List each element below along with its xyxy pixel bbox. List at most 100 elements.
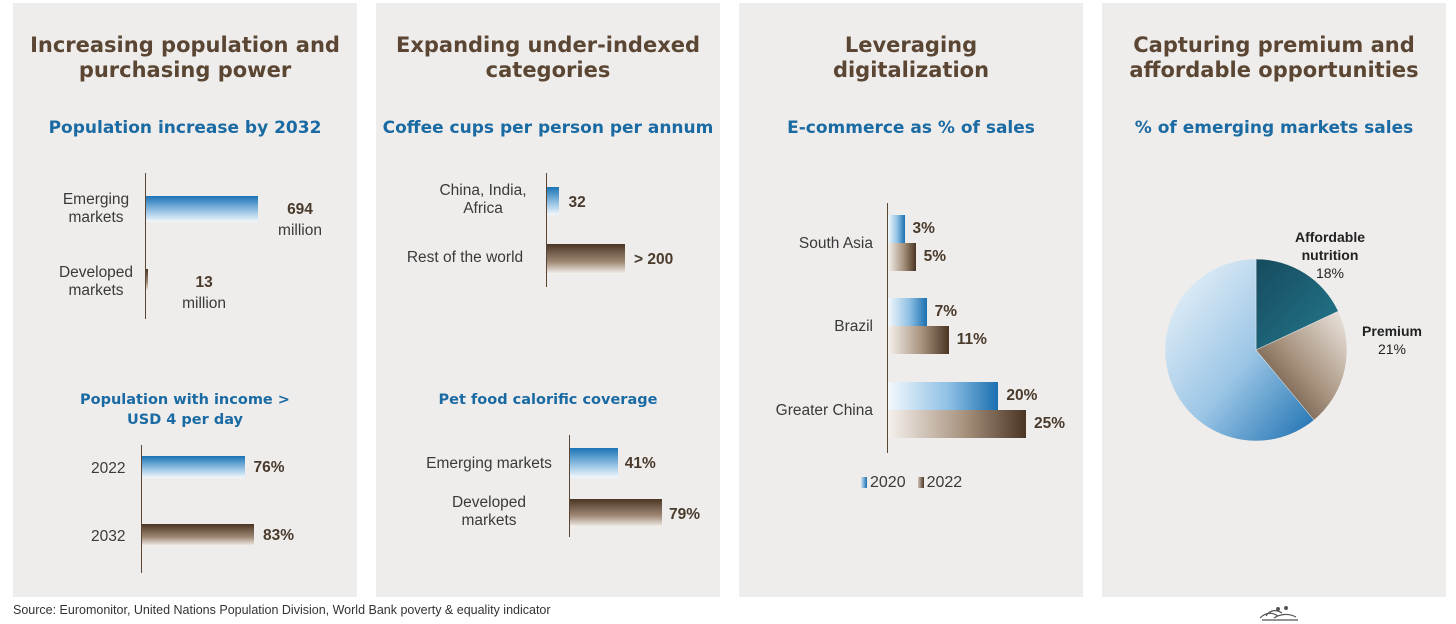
pie-slice [1255,310,1348,421]
bar [142,524,254,546]
bar [888,298,927,326]
chart-title: E-commerce as % of sales [787,118,1035,138]
panel-title: Capturing premium and affordable opportu… [1102,33,1446,83]
data-label: 32 [568,194,586,211]
panel-title-line: Expanding under-indexed [395,33,701,57]
legend-swatch [917,477,924,488]
bar [547,187,560,215]
category-label: China, India, Africa [428,182,538,218]
chart-title: Pet food calorific coverage [438,392,658,408]
data-label-unit: million [278,222,322,239]
bar [888,382,999,410]
panel-title-line: affordable opportunities [1129,58,1419,82]
slice-name: Premium [1362,323,1422,339]
data-label: 79% [669,506,701,523]
category-label: Greater China [775,402,873,419]
pie-slice [1255,258,1339,351]
bar [142,456,245,478]
legend: 2020 2022 [861,474,974,492]
y-axis [569,435,570,537]
panel-title: Expanding under-indexed categories [376,33,720,83]
legend-item: 2020 [861,474,906,491]
data-label-value: 13 [195,274,213,291]
slice-label: Affordable nutrition 18% [1270,228,1390,282]
slice-value: 21% [1377,341,1407,357]
y-axis [141,445,142,573]
data-label: 83% [263,527,295,544]
category-label-line: markets [68,282,124,299]
bar [570,499,662,527]
category-label: 2022 [91,460,126,477]
bar [570,448,618,478]
category-label-line: Emerging [62,191,130,208]
slice-name: Affordable [1295,229,1365,245]
slice-label: Premium 21% [1342,322,1442,358]
category-label: Rest of the world [390,249,540,267]
bar [888,243,916,271]
legend-item: 2022 [917,474,963,491]
bar [888,326,949,354]
data-label: 3% [912,220,935,237]
bar [547,244,625,274]
category-label: Brazil [834,318,873,335]
data-label: 694 million [265,201,335,240]
data-label: > 200 [634,251,674,268]
panel-title-line: categories [485,58,611,82]
y-axis [546,173,547,287]
bar [888,215,905,243]
category-label: 2032 [91,528,126,545]
category-label-line: markets [461,512,517,529]
category-label: South Asia [798,235,873,252]
data-label-unit: million [182,295,227,312]
data-label: 25% [1034,415,1066,432]
bar [888,410,1026,438]
data-label: 7% [934,303,958,320]
panel-categories: Expanding under-indexed categories Coffe… [376,3,720,597]
panel-title-line: purchasing power [78,58,292,82]
panel-title-line: digitalization [832,58,990,82]
data-label: 20% [1006,387,1038,404]
panel-title-line: Capturing premium and [1133,33,1415,57]
category-label-line: Developed [451,494,527,511]
panel-title-line: Increasing population and [30,33,340,57]
panel-title: Increasing population and purchasing pow… [13,33,357,83]
panel-digitalization: Leveraging digitalization E-commerce as … [739,3,1083,597]
category-label: Developed markets [416,494,562,530]
chart-title: Population with income > USD 4 per day [13,390,357,430]
slice-name: nutrition [1301,247,1359,263]
category-label-line: Emerging markets [426,455,552,472]
panel-title: Leveraging digitalization [739,33,1083,83]
pie-svg [1164,258,1348,442]
y-axis [887,203,888,453]
legend-label: 2020 [870,474,906,491]
y-axis [145,173,146,319]
data-label: 13 million [169,274,239,313]
category-label-line: Developed [58,264,134,281]
category-label-line: Africa [463,200,503,217]
category-label: Emerging markets [43,191,149,227]
category-label-line: China, India, [439,182,527,199]
chart-title-line: Population with income > [80,392,290,408]
data-label-value: 694 [287,201,313,218]
category-label-line: Rest of the world [406,249,524,266]
bar [146,269,149,291]
slice-value: 18% [1315,265,1345,281]
legend-swatch [861,477,867,488]
data-label: 11% [956,331,987,348]
data-label: 41% [624,455,656,472]
data-label: 76% [253,459,285,476]
legend-label: 2022 [926,474,963,491]
chart-title: Coffee cups per person per annum [382,118,714,138]
panel-title-line: Leveraging [844,33,978,57]
panel-population: Increasing population and purchasing pow… [13,3,357,597]
pie-slice [1164,258,1315,442]
nestle-nest-logo-icon [1259,606,1298,621]
category-label-line: markets [68,209,124,226]
chart-title: % of emerging markets sales [1134,118,1414,138]
chart-title-line: USD 4 per day [126,412,244,428]
category-label: Developed markets [43,264,149,300]
bar [146,196,258,222]
source-note: Source: Euromonitor, United Nations Popu… [13,603,551,617]
panel-premium-affordable: Capturing premium and affordable opportu… [1102,3,1446,597]
data-label: 5% [923,248,946,265]
